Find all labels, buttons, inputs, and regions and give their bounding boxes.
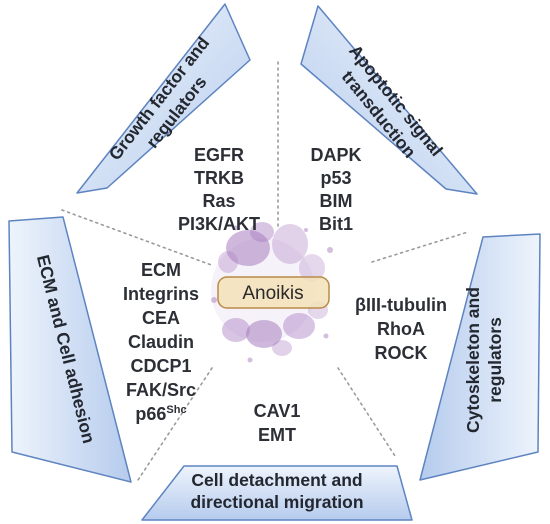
list-cytoskeleton: βIII-tubulin RhoA ROCK <box>355 295 447 363</box>
cell-blob <box>299 254 325 282</box>
list-item: EGFR <box>194 145 244 165</box>
banner-growth-shape <box>76 3 251 194</box>
list-item: BIM <box>320 191 353 211</box>
list-item: Bit1 <box>319 214 353 234</box>
divider-lines <box>61 61 469 481</box>
cell-blob <box>272 224 308 264</box>
list-ecm: ECM Integrins CEA Claudin CDCP1 FAK/Src … <box>123 260 199 424</box>
list-item: TRKB <box>194 168 244 188</box>
banner-apoptotic: Apoptotic signal transduction <box>300 5 478 195</box>
list-detachment: CAV1 EMT <box>254 401 301 445</box>
cell-dot <box>233 225 239 231</box>
p66-base: p66 <box>135 404 166 424</box>
cell-blob <box>250 222 274 242</box>
list-growth: EGFR TRKB Ras PI3K/AKT <box>178 145 260 234</box>
banner-detachment-line-1: Cell detachment and <box>191 470 362 490</box>
cell-blob <box>226 230 270 266</box>
anoikis-label-text: Anoikis <box>242 283 303 304</box>
divider-bottom-right <box>337 367 396 457</box>
list-item: EMT <box>258 425 296 445</box>
cell-blob <box>272 340 292 356</box>
cell-blob <box>283 313 315 339</box>
list-item: Integrins <box>123 284 199 304</box>
list-item: βIII-tubulin <box>355 295 447 315</box>
banner-cytoskeleton-line-2: regulators <box>485 317 505 403</box>
divider-right <box>371 231 469 263</box>
list-item: FAK/Src <box>126 380 196 400</box>
list-item: PI3K/AKT <box>178 214 260 234</box>
banner-ecm: ECM and Cell adhesion <box>8 216 132 483</box>
anoikis-label: Anoikis <box>217 276 330 309</box>
divider-bottom-left <box>137 367 213 481</box>
list-item: p53 <box>320 168 351 188</box>
banner-cytoskeleton-shape <box>419 233 541 481</box>
list-item: ROCK <box>375 343 428 363</box>
cell-blob <box>246 320 282 348</box>
list-item-p66shc: p66Shc <box>135 404 186 424</box>
banner-cytoskeleton-line-1: Cytoskeleton and <box>463 287 483 433</box>
list-item: Ras <box>202 191 235 211</box>
list-item: RhoA <box>377 319 425 339</box>
list-item: CDCP1 <box>130 356 191 376</box>
banner-detachment-shape <box>141 465 413 521</box>
p66-superscript: Shc <box>166 404 186 416</box>
cell-dot <box>327 247 333 253</box>
banner-detachment: Cell detachment and directional migratio… <box>141 465 413 521</box>
list-item: CAV1 <box>254 401 301 421</box>
list-item: Claudin <box>128 332 194 352</box>
cell-dot <box>304 228 308 232</box>
list-item: ECM <box>141 260 181 280</box>
list-item: CEA <box>142 308 180 328</box>
banner-detachment-line-2: directional migration <box>190 492 363 512</box>
banner-ecm-shape <box>8 216 132 483</box>
list-apoptotic: DAPK p53 BIM Bit1 <box>310 145 361 234</box>
cell-dot <box>323 333 329 339</box>
list-item: DAPK <box>310 145 361 165</box>
banner-cytoskeleton: Cytoskeleton and regulators <box>419 233 541 481</box>
cell-dot <box>211 297 217 303</box>
anoikis-label-box <box>217 276 330 309</box>
cell-dot <box>247 357 253 363</box>
cell-blob <box>218 251 238 273</box>
banner-apoptotic-shape <box>300 5 478 195</box>
cell-blob <box>222 318 250 342</box>
